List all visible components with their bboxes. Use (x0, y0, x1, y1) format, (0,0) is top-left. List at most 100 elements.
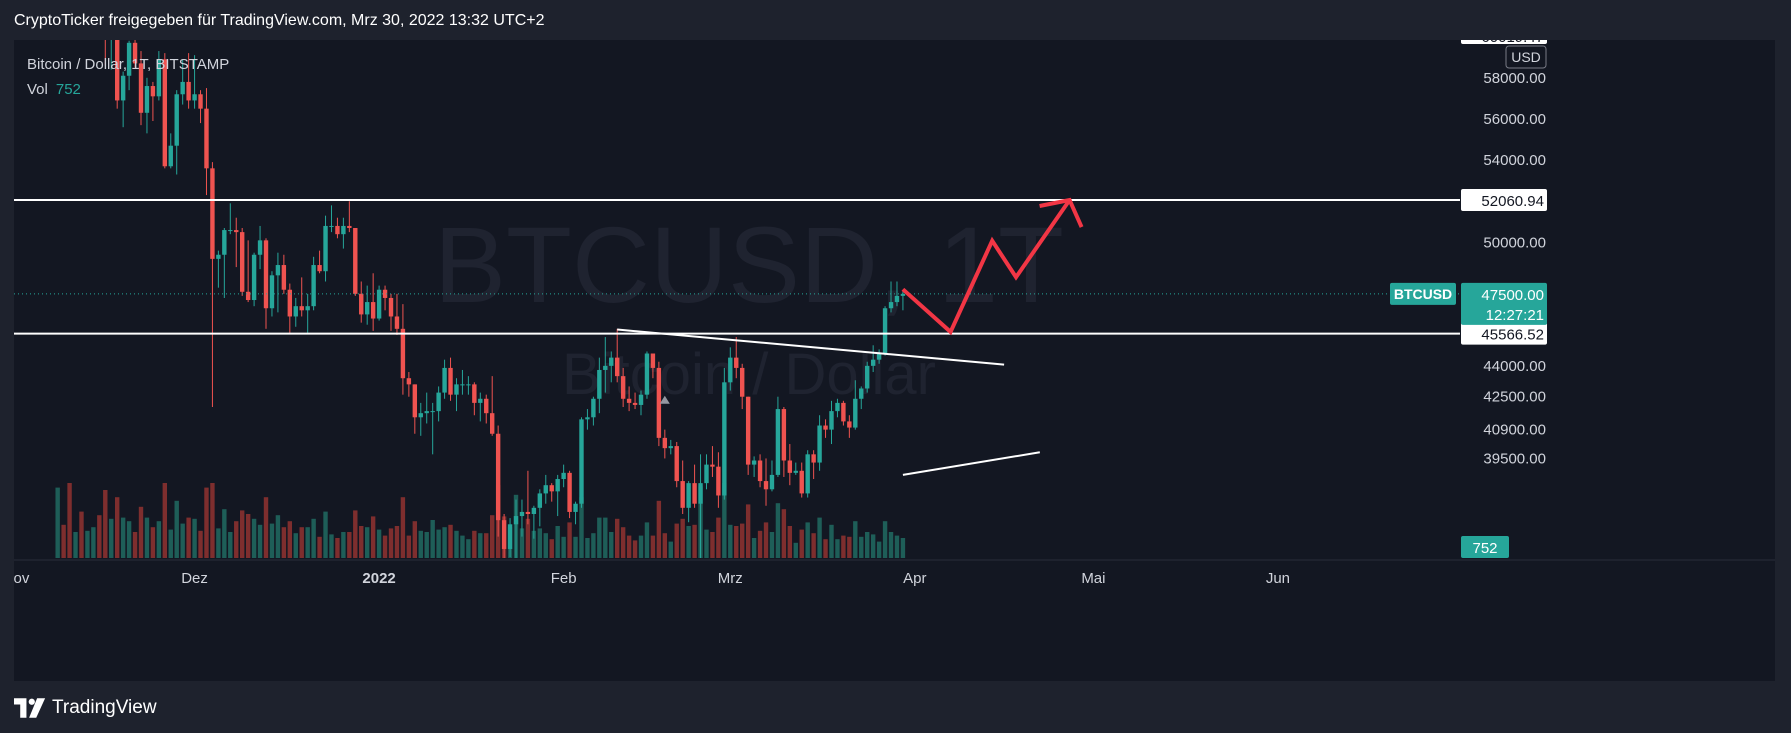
volume-bar (561, 536, 566, 558)
watermark-symbol: BTCUSD, 1T (434, 204, 1064, 325)
level-price-label: 45566.52 (1481, 327, 1544, 344)
volume-bar (781, 509, 787, 558)
chart-legend: Bitcoin / Dollar, 1T, BITSTAMP Vol 752 (27, 52, 229, 102)
candle-body (412, 384, 418, 418)
time-tick-label: 2022 (362, 570, 395, 587)
candle-body (156, 59, 162, 97)
candle-body (817, 425, 822, 463)
symbol-legend[interactable]: Bitcoin / Dollar, 1T, BITSTAMP (27, 56, 230, 73)
candle-body (311, 265, 316, 307)
volume-bar (757, 530, 763, 558)
tradingview-logo[interactable]: TradingView (14, 697, 157, 719)
candle-body (222, 230, 227, 255)
trendline[interactable] (617, 328, 1005, 366)
volume-bar (138, 506, 144, 558)
last-price-label-bg[interactable] (1461, 282, 1547, 325)
candle-body (275, 265, 281, 276)
trendline[interactable] (902, 451, 1040, 476)
price-axis[interactable] (1460, 40, 1575, 681)
volume-bar (186, 517, 191, 558)
volume-bar (519, 528, 525, 558)
candle-body (281, 265, 287, 290)
candle-body (323, 225, 328, 272)
volume-bar (525, 518, 531, 558)
volume-bar (573, 536, 578, 558)
volume-bar (620, 527, 626, 558)
tradingview-brand: TradingView (52, 697, 157, 718)
candle-body (555, 479, 560, 492)
volume-bar (888, 532, 894, 558)
volume-bar (245, 514, 251, 558)
volume-bar (870, 534, 876, 558)
currency-button[interactable] (1505, 45, 1547, 69)
candle-body (198, 94, 203, 109)
volume-bar (823, 539, 828, 558)
volume-bar (79, 511, 84, 558)
volume-bar (894, 535, 900, 558)
forecast-path[interactable] (901, 198, 1072, 336)
volume-bar (466, 539, 471, 558)
candle-body (865, 365, 870, 389)
volume-bar (269, 523, 275, 558)
candle-body (543, 485, 548, 494)
volume-bar (400, 497, 406, 558)
publish-info: CryptoTicker freigegeben für TradingView… (14, 12, 545, 29)
volume-bar (674, 523, 679, 558)
volume-bar (763, 522, 769, 558)
volume-legend[interactable]: Vol 752 (27, 77, 229, 102)
volume-bar (109, 518, 114, 558)
candle-body (632, 402, 638, 405)
volume-bar (656, 500, 662, 558)
volume-bar (251, 518, 257, 558)
candle-body (359, 293, 364, 315)
volume-tag-bg (1461, 536, 1509, 558)
candle-body (317, 265, 322, 272)
candle-body (454, 384, 459, 395)
candle-body (722, 382, 727, 496)
candle-body (382, 289, 388, 298)
volume-bar (603, 517, 608, 558)
candle-body (710, 464, 715, 467)
candle-body (597, 369, 602, 399)
candle-body (430, 411, 435, 413)
volume-bar (882, 521, 888, 558)
candle-body (603, 365, 608, 370)
volume-bar (692, 524, 697, 558)
candle-body (728, 357, 733, 383)
level-price-label-bg[interactable] (1461, 189, 1547, 211)
candle-body (269, 275, 275, 309)
candle-body (841, 402, 846, 422)
volume-bar (531, 530, 537, 558)
level-price-label-bg[interactable] (1461, 322, 1547, 345)
volume-bar (55, 487, 60, 558)
candle-body (364, 302, 370, 315)
volume-bar (710, 532, 715, 558)
volume-bar (239, 510, 245, 558)
candle-body (329, 225, 334, 227)
time-axis[interactable] (14, 560, 1460, 681)
candle-body (781, 409, 787, 461)
candle-body (745, 396, 751, 465)
candle-body (501, 520, 507, 549)
candle-body (263, 240, 269, 309)
volume-bar (67, 483, 72, 558)
volume-bar (745, 504, 751, 558)
time-tick-label: Mrz (718, 570, 743, 587)
volume-bar (335, 538, 340, 558)
volume-bar (787, 526, 793, 558)
candle-body (668, 446, 673, 449)
volume-bar (900, 538, 906, 558)
chart-panel[interactable]: BTCUSD, 1T Bitcoin / Dollar 58000.00 56000.… (14, 40, 1775, 681)
candle-body (811, 454, 816, 463)
volume-bar (91, 527, 96, 558)
volume-bar (650, 535, 656, 558)
candle-body (674, 446, 679, 482)
volume-bar (424, 532, 429, 558)
volume-bar (704, 529, 709, 558)
symbol-tag-bg[interactable] (1390, 282, 1456, 305)
volume-bar (490, 515, 495, 558)
candle-body (531, 507, 537, 514)
volume-bar (716, 517, 721, 558)
candle-body (591, 398, 596, 418)
